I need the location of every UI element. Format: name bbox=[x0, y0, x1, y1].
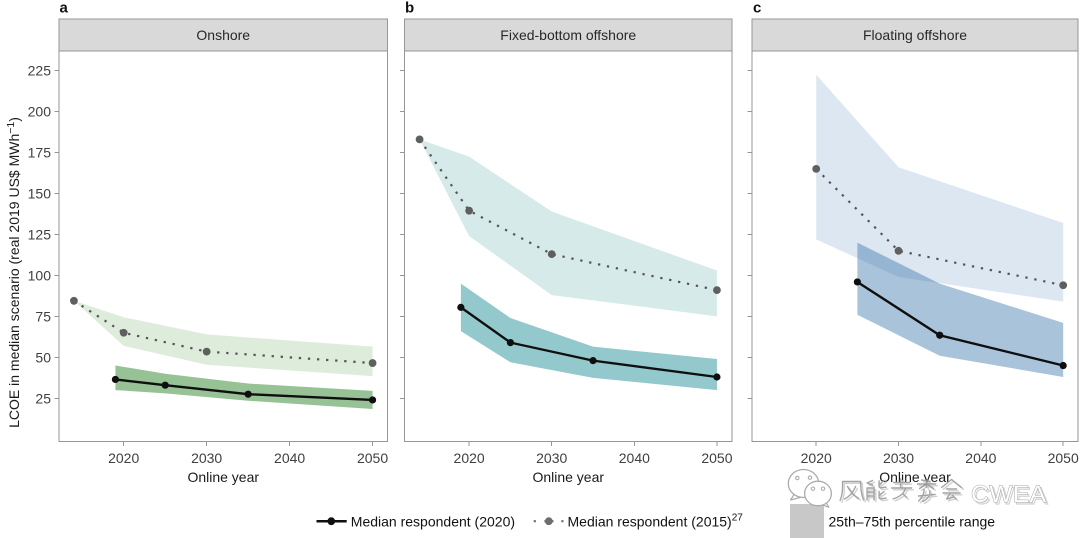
svg-text:Online year: Online year bbox=[879, 469, 951, 485]
svg-text:Floating offshore: Floating offshore bbox=[863, 27, 967, 43]
svg-text:25: 25 bbox=[35, 390, 51, 406]
svg-text:200: 200 bbox=[28, 104, 52, 120]
svg-text:LCOE in median scenario (real: LCOE in median scenario (real 2019 US$ M… bbox=[5, 117, 22, 428]
svg-text:a: a bbox=[60, 0, 69, 17]
svg-text:2050: 2050 bbox=[701, 450, 732, 466]
svg-text:Online year: Online year bbox=[187, 469, 259, 485]
svg-text:125: 125 bbox=[28, 226, 52, 242]
svg-text:2050: 2050 bbox=[357, 450, 388, 466]
svg-text:2040: 2040 bbox=[619, 450, 650, 466]
svg-text:2040: 2040 bbox=[965, 450, 996, 466]
svg-text:CWEA: CWEA bbox=[973, 483, 1049, 510]
svg-text:225: 225 bbox=[28, 63, 52, 79]
svg-text:Fixed-bottom offshore: Fixed-bottom offshore bbox=[500, 27, 636, 43]
svg-text:2030: 2030 bbox=[536, 450, 567, 466]
svg-text:2020: 2020 bbox=[108, 450, 139, 466]
svg-text:2030: 2030 bbox=[191, 450, 222, 466]
svg-text:Online year: Online year bbox=[532, 469, 604, 485]
svg-text:150: 150 bbox=[28, 185, 52, 201]
svg-text:25th–75th percentile range: 25th–75th percentile range bbox=[829, 513, 996, 529]
svg-text:Onshore: Onshore bbox=[196, 27, 250, 43]
svg-text:Median respondent (2020): Median respondent (2020) bbox=[351, 513, 515, 529]
svg-text:50: 50 bbox=[35, 349, 51, 365]
svg-text:2020: 2020 bbox=[801, 450, 832, 466]
svg-text:c: c bbox=[753, 0, 761, 17]
svg-text:2040: 2040 bbox=[274, 450, 305, 466]
svg-text:Median respondent (2015)27: Median respondent (2015)27 bbox=[568, 512, 744, 529]
svg-text:175: 175 bbox=[28, 145, 52, 161]
svg-text:CWEA: CWEA bbox=[971, 481, 1047, 508]
svg-text:75: 75 bbox=[35, 308, 51, 324]
svg-text:2030: 2030 bbox=[883, 450, 914, 466]
svg-text:100: 100 bbox=[28, 267, 52, 283]
svg-text:b: b bbox=[405, 0, 414, 17]
svg-text:2020: 2020 bbox=[454, 450, 485, 466]
svg-text:2050: 2050 bbox=[1048, 450, 1079, 466]
